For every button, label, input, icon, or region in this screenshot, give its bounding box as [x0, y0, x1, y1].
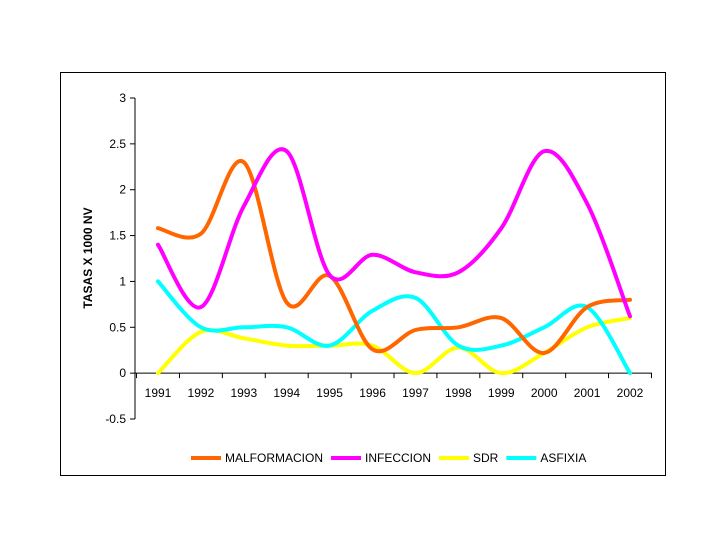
series-line-malformacion: [156, 159, 632, 355]
chart-frame: [60, 72, 666, 476]
x-tick-label: 1992: [188, 386, 215, 400]
y-tick-label: 1: [119, 274, 126, 288]
legend: MALFORMACION INFECCION SDR ASFIXIA: [191, 451, 586, 465]
x-tick-label: 1997: [402, 386, 429, 400]
x-tick-label: 1994: [273, 386, 300, 400]
y-tick-label: -0.5: [105, 412, 126, 426]
y-tick-label: 2: [119, 183, 126, 197]
x-tick-label: 2002: [617, 386, 644, 400]
legend-label-asfixia: ASFIXIA: [540, 451, 586, 465]
axes: -0.5 0 0.5 1 1.5 2 2.5 3 1991 1992 1993 1994 1995 199…: [105, 91, 652, 426]
x-tick-label: 1991: [145, 386, 172, 400]
x-tick-label: 1995: [316, 386, 343, 400]
x-tick-label: 1996: [359, 386, 386, 400]
series-line-asfixia: [156, 279, 632, 376]
legend-label-sdr: SDR: [473, 451, 499, 465]
series-layer: [156, 147, 632, 376]
y-tick-label: 2.5: [109, 137, 126, 151]
legend-label-infeccion: INFECCION: [365, 451, 431, 465]
y-tick-label: 1.5: [109, 229, 126, 243]
x-tick-label: 1993: [230, 386, 257, 400]
x-tick-label: 1999: [488, 386, 515, 400]
legend-label-malformacion: MALFORMACION: [225, 451, 323, 465]
y-tick-label: 0.5: [109, 320, 126, 334]
x-tick-label: 1998: [445, 386, 472, 400]
x-tick-label: 2000: [531, 386, 558, 400]
series-line-infeccion: [156, 147, 632, 319]
y-axis-title: TASAS X 1000 NV: [81, 207, 95, 308]
y-tick-label: 3: [119, 91, 126, 105]
x-tick-label: 2001: [574, 386, 601, 400]
y-tick-label: 0: [119, 366, 126, 380]
